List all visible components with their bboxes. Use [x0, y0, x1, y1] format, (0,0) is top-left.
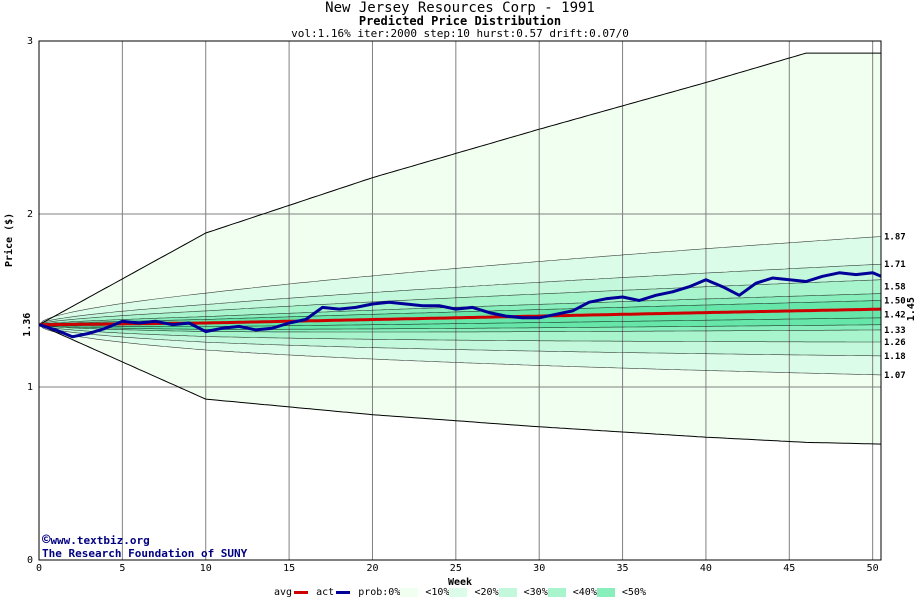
legend: avg act prob:0% <10% <20% <30% <40% <50%: [0, 587, 920, 598]
y-tick-label: 0: [27, 555, 33, 566]
x-axis-label: Week: [448, 577, 472, 588]
right-value-label: 1.42: [884, 310, 906, 320]
outer-lower-line: [38, 324, 882, 445]
legend-band-10-swatch: [449, 587, 468, 597]
legend-band-40-label: <40%: [572, 587, 597, 598]
x-tick-label: 15: [283, 563, 295, 574]
x-tick-label: 5: [119, 563, 125, 574]
percentile-line: [38, 324, 882, 357]
end-value-label: 1.45: [906, 297, 917, 321]
x-tick-label: 45: [783, 563, 795, 574]
x-tick-label: 30: [533, 563, 545, 574]
right-value-label: 1.58: [884, 283, 906, 293]
right-value-label: 1.18: [884, 352, 906, 362]
x-tick-label: 40: [700, 563, 712, 574]
legend-band-20-swatch: [498, 587, 517, 597]
y-axis-label: Price ($): [3, 213, 15, 267]
legend-band-10-label: <10%: [425, 587, 450, 598]
legend-act-swatch: [336, 590, 351, 594]
credit-org: The Research Foundation of SUNY: [42, 547, 248, 560]
right-value-label: 1.07: [884, 371, 906, 381]
simulation-params: vol:1.16% iter:2000 step:10 hurst:0.57 d…: [291, 27, 629, 40]
start-value-label: 1.36: [22, 313, 33, 337]
chart-title: New Jersey Resources Corp - 1991: [325, 0, 595, 16]
y-tick-label: 3: [27, 36, 33, 47]
legend-band-50-label: <50%: [621, 587, 646, 598]
right-value-label: 1.87: [884, 232, 906, 242]
act-line: [38, 271, 882, 339]
right-value-label: 1.50: [884, 297, 906, 307]
percentile-line: [38, 324, 882, 330]
y-tick-label: 2: [27, 209, 33, 220]
legend-band-40-swatch: [596, 587, 615, 597]
legend-band-30-swatch: [547, 587, 566, 597]
x-tick-label: 50: [867, 563, 879, 574]
x-tick-label: 10: [200, 563, 212, 574]
legend-band-30-label: <30%: [523, 587, 548, 598]
percentile-line: [38, 300, 882, 325]
copyright-icon: ©: [42, 532, 51, 548]
credit-block: ©www.textbiz.org The Research Foundation…: [42, 532, 248, 560]
legend-act-label: act: [316, 587, 335, 598]
x-tick-label: 25: [450, 563, 462, 574]
percentile-line: [38, 279, 882, 325]
percentile-line: [38, 236, 882, 325]
y-tick-label: 1: [27, 382, 33, 393]
legend-avg-label: avg: [274, 587, 293, 598]
chart-subtitle: Predicted Price Distribution: [358, 14, 562, 28]
right-value-label: 1.26: [884, 338, 906, 348]
outer-upper-line: [38, 52, 881, 326]
percentile-line: [38, 293, 882, 325]
percentile-line: [38, 324, 881, 343]
x-tick-label: 20: [366, 563, 378, 574]
percentile-line: [38, 324, 881, 333]
percentile-line: [38, 317, 882, 327]
legend-prob-label: prob:0%: [358, 587, 401, 598]
credit-url[interactable]: www.textbiz.org: [50, 534, 150, 547]
legend-band-0-swatch: [400, 587, 419, 597]
plot-frame: [38, 40, 882, 561]
right-value-label: 1.71: [884, 260, 906, 270]
x-tick-label: 0: [36, 563, 42, 574]
percentile-line: [38, 324, 882, 376]
legend-avg-swatch: [294, 590, 309, 594]
percentile-line: [38, 263, 882, 325]
legend-band-20-label: <20%: [474, 587, 499, 598]
x-tick-label: 35: [617, 563, 629, 574]
right-value-label: 1.33: [884, 326, 906, 336]
